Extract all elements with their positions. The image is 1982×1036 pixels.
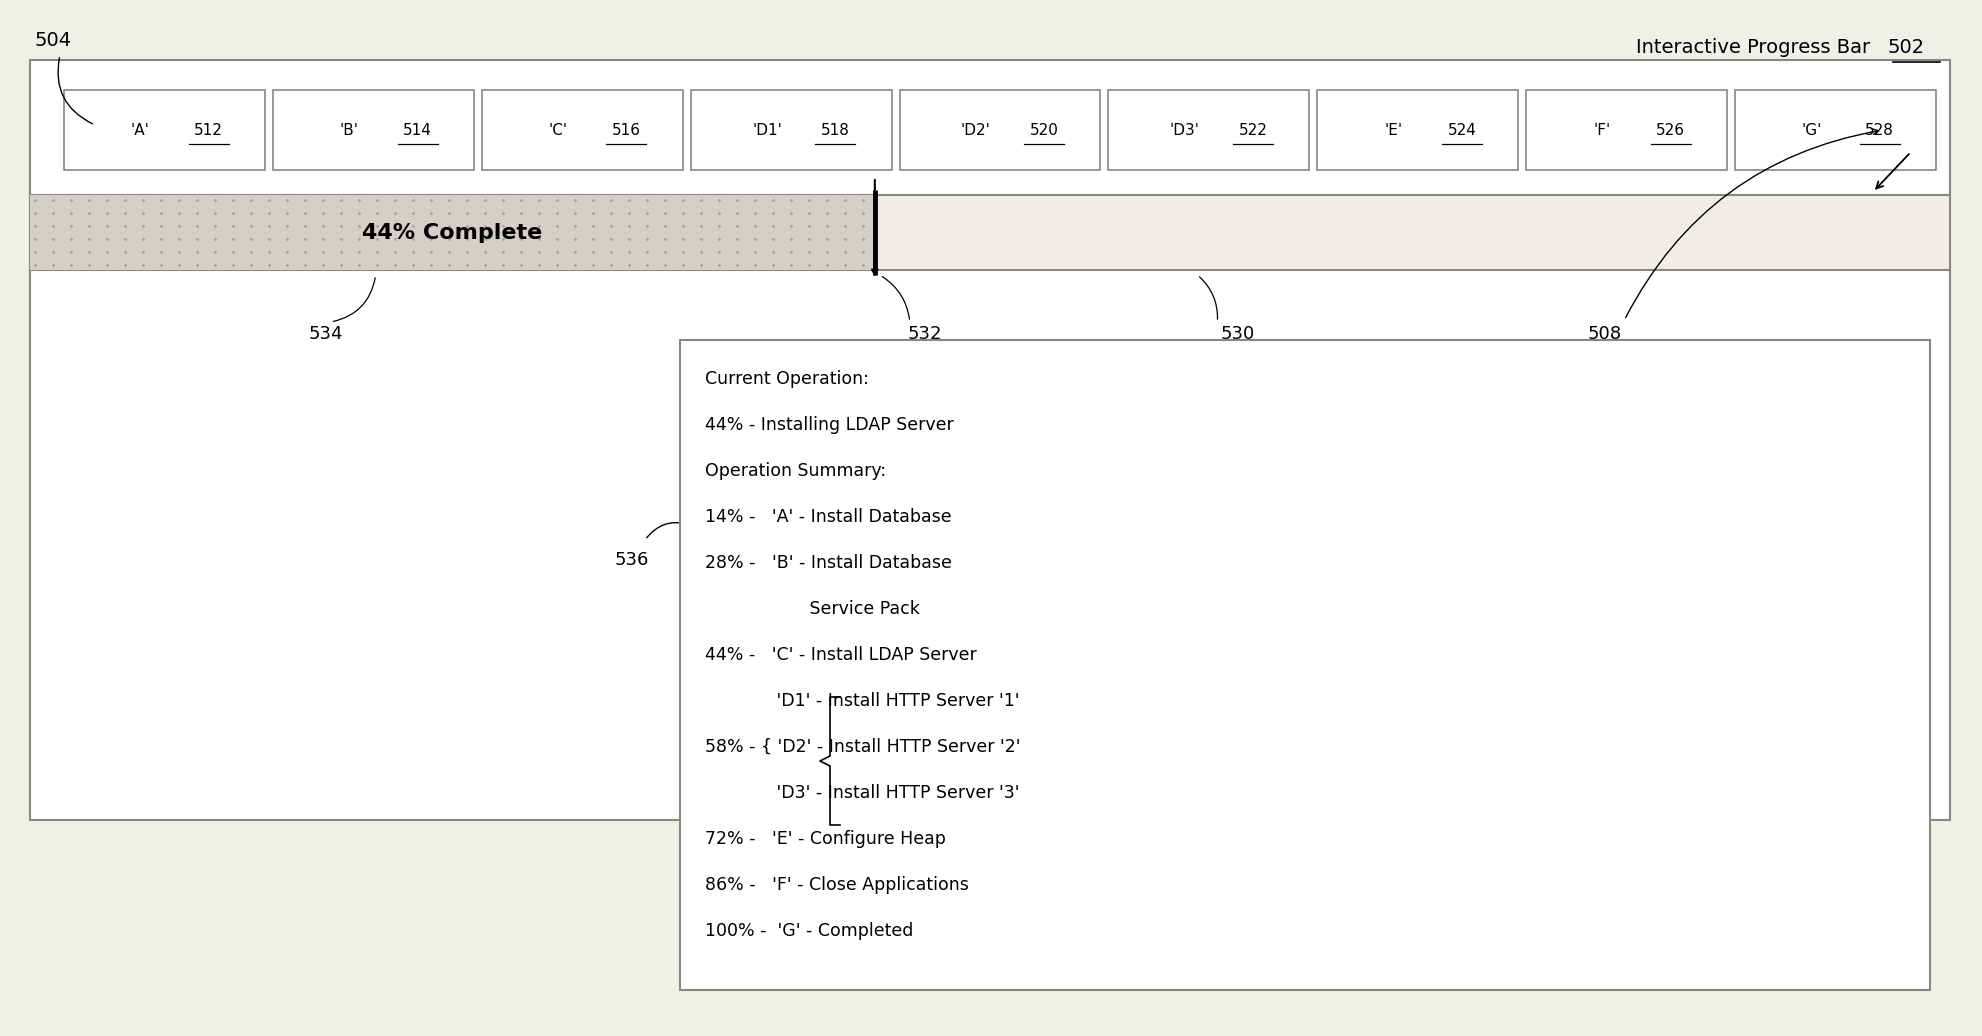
Text: 'D1': 'D1' (751, 122, 783, 138)
FancyBboxPatch shape (1318, 90, 1518, 170)
Text: 14% -   'A' - Install Database: 14% - 'A' - Install Database (706, 508, 951, 526)
Text: 'B': 'B' (339, 122, 359, 138)
Text: Interactive Progress Bar: Interactive Progress Bar (1635, 38, 1869, 57)
Text: Service Pack: Service Pack (706, 600, 920, 618)
Text: 512: 512 (194, 122, 224, 138)
FancyBboxPatch shape (482, 90, 682, 170)
Text: 520: 520 (1031, 122, 1058, 138)
Text: 'D1' - Install HTTP Server '1': 'D1' - Install HTTP Server '1' (706, 692, 1019, 710)
Text: 'D2': 'D2' (961, 122, 991, 138)
Text: 100% -  'G' - Completed: 100% - 'G' - Completed (706, 922, 914, 940)
Text: Operation Summary:: Operation Summary: (706, 462, 886, 480)
Text: 58% - { 'D2' - Install HTTP Server '2': 58% - { 'D2' - Install HTTP Server '2' (706, 738, 1021, 756)
FancyBboxPatch shape (900, 90, 1100, 170)
Text: 'D3' - Install HTTP Server '3': 'D3' - Install HTTP Server '3' (706, 784, 1019, 802)
FancyBboxPatch shape (680, 340, 1930, 990)
FancyBboxPatch shape (1734, 90, 1936, 170)
Text: 504: 504 (36, 31, 71, 50)
Text: 516: 516 (612, 122, 640, 138)
Text: 526: 526 (1657, 122, 1685, 138)
Text: 44% - Installing LDAP Server: 44% - Installing LDAP Server (706, 416, 953, 434)
FancyBboxPatch shape (1108, 90, 1310, 170)
Text: 528: 528 (1865, 122, 1895, 138)
Text: 530: 530 (1221, 325, 1255, 343)
FancyBboxPatch shape (274, 90, 474, 170)
Text: 534: 534 (309, 325, 343, 343)
Text: 508: 508 (1588, 325, 1621, 343)
Text: 72% -   'E' - Configure Heap: 72% - 'E' - Configure Heap (706, 830, 945, 848)
Text: Current Operation:: Current Operation: (706, 370, 868, 388)
Text: 'G': 'G' (1802, 122, 1821, 138)
Text: 28% -   'B' - Install Database: 28% - 'B' - Install Database (706, 554, 951, 572)
Text: 44% -   'C' - Install LDAP Server: 44% - 'C' - Install LDAP Server (706, 646, 977, 664)
Text: 'D3': 'D3' (1169, 122, 1199, 138)
FancyBboxPatch shape (30, 195, 1950, 270)
FancyBboxPatch shape (63, 90, 266, 170)
Text: 524: 524 (1447, 122, 1477, 138)
FancyBboxPatch shape (30, 60, 1950, 821)
Text: 522: 522 (1239, 122, 1268, 138)
Text: 44% Complete: 44% Complete (363, 223, 543, 242)
Text: 'C': 'C' (549, 122, 567, 138)
Text: 'F': 'F' (1594, 122, 1611, 138)
Text: 518: 518 (821, 122, 850, 138)
Text: 536: 536 (614, 551, 650, 569)
Text: 'E': 'E' (1385, 122, 1403, 138)
Text: 514: 514 (402, 122, 432, 138)
Text: 502: 502 (1889, 38, 1925, 57)
FancyBboxPatch shape (1526, 90, 1726, 170)
FancyBboxPatch shape (690, 90, 892, 170)
Text: 532: 532 (908, 325, 941, 343)
FancyBboxPatch shape (30, 195, 874, 270)
Text: 'A': 'A' (131, 122, 151, 138)
Text: 86% -   'F' - Close Applications: 86% - 'F' - Close Applications (706, 876, 969, 894)
